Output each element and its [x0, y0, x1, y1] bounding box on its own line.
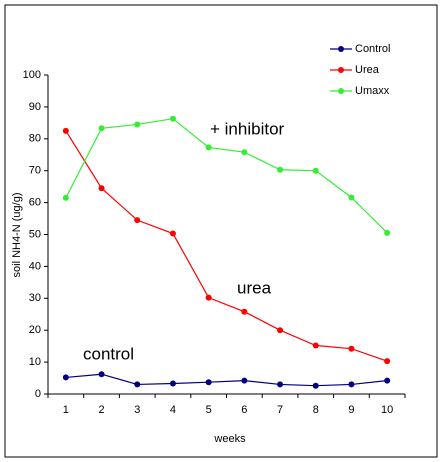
series-line: [65, 118, 388, 234]
legend-label: Umaxx: [355, 85, 390, 97]
y-tick-label: 80: [29, 133, 41, 145]
x-tick-label: 7: [277, 404, 283, 416]
data-point: [98, 371, 105, 378]
data-point: [384, 377, 391, 384]
legend-marker: [338, 46, 344, 52]
x-tick-label: 10: [381, 404, 393, 416]
y-tick-label: 0: [35, 388, 41, 400]
annotation: control: [83, 344, 134, 363]
data-point: [348, 381, 355, 388]
y-tick-label: 90: [29, 101, 41, 113]
x-tick-label: 2: [98, 404, 104, 416]
annotation: + inhibitor: [210, 119, 285, 138]
data-point: [277, 166, 284, 173]
data-point: [241, 377, 248, 384]
data-point: [384, 229, 391, 236]
x-tick-label: 3: [134, 404, 140, 416]
legend-marker: [338, 67, 344, 73]
x-axis-label: weeks: [213, 433, 246, 445]
data-point: [348, 345, 355, 352]
data-point: [62, 194, 69, 201]
data-point: [205, 294, 212, 301]
annotation: urea: [237, 278, 272, 297]
data-point: [169, 380, 176, 387]
y-axis-label: soil NH4-N (ug/g): [11, 193, 23, 278]
data-point: [98, 185, 105, 192]
data-point: [205, 379, 212, 386]
legend-label: Urea: [355, 64, 380, 76]
data-point: [277, 327, 284, 334]
data-point: [205, 144, 212, 151]
data-point: [62, 374, 69, 381]
x-tick-label: 4: [170, 404, 176, 416]
y-tick-label: 40: [29, 260, 41, 272]
data-point: [169, 230, 176, 237]
x-tick-label: 6: [241, 404, 247, 416]
x-tick-label: 5: [206, 404, 212, 416]
data-point: [62, 127, 69, 134]
y-tick-label: 100: [23, 69, 41, 81]
data-point: [134, 217, 141, 224]
data-point: [312, 382, 319, 389]
y-tick-label: 30: [29, 292, 41, 304]
y-tick-label: 50: [29, 228, 41, 240]
data-point: [277, 381, 284, 388]
data-point: [348, 194, 355, 201]
series-line: [65, 373, 388, 387]
y-tick-label: 70: [29, 165, 41, 177]
series-line: [65, 130, 388, 362]
data-point: [134, 121, 141, 128]
y-tick-label: 60: [29, 197, 41, 209]
data-point: [312, 342, 319, 349]
legend-label: Control: [355, 43, 390, 55]
data-point: [98, 125, 105, 132]
data-point: [241, 308, 248, 315]
data-point: [169, 115, 176, 122]
x-tick-label: 1: [63, 404, 69, 416]
x-tick-label: 9: [348, 404, 354, 416]
data-point: [241, 149, 248, 156]
x-tick-label: 8: [313, 404, 319, 416]
data-point: [134, 381, 141, 388]
y-tick-label: 20: [29, 324, 41, 336]
y-tick-label: 10: [29, 356, 41, 368]
data-point: [384, 358, 391, 365]
data-point: [312, 167, 319, 174]
legend-marker: [338, 88, 344, 94]
